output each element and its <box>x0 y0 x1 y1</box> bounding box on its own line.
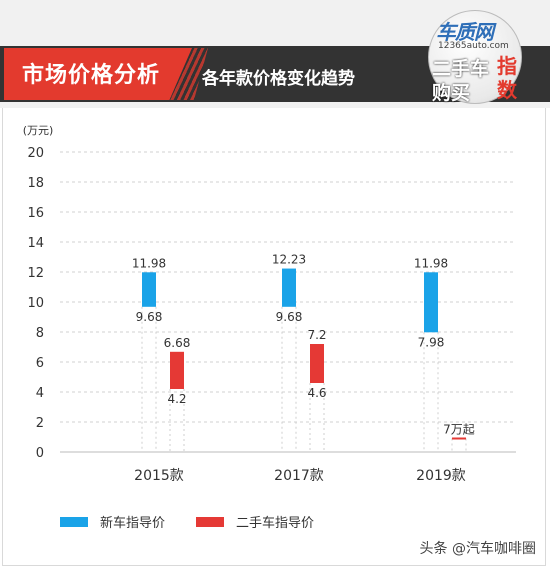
bar-low-label: 4.6 <box>307 386 326 400</box>
bar-high-label: 11.98 <box>414 256 448 270</box>
y-axis-unit: (万元) <box>23 124 54 137</box>
logo-circle <box>428 10 522 104</box>
bar-used-1 <box>310 344 324 383</box>
legend-swatch-new-car <box>60 516 88 527</box>
bar-low-label: 7.98 <box>418 335 445 349</box>
legend-label-used-car: 二手车指导价 <box>236 516 315 531</box>
x-category-label: 2019款 <box>416 468 466 484</box>
title-banner <box>4 48 192 100</box>
y-tick-label: 8 <box>36 326 44 341</box>
bar-used-0 <box>170 351 184 389</box>
y-tick-label: 0 <box>36 446 44 461</box>
legend: 新车指导价 二手车指导价 <box>0 512 550 536</box>
bar-low-label: 9.68 <box>276 310 303 324</box>
legend-swatch-used-car <box>196 516 224 527</box>
y-tick-label: 18 <box>27 176 44 191</box>
page-subtitle: 各年款价格变化趋势 <box>202 69 355 89</box>
legend-label-new-car: 新车指导价 <box>100 516 166 531</box>
bar-high-label: 7.2 <box>307 328 326 342</box>
bar-new-2 <box>424 272 438 333</box>
legend-item-new-car: 新车指导价 <box>60 512 165 531</box>
bar-new-1 <box>282 268 296 307</box>
bar-new-0 <box>142 272 156 307</box>
x-category-label: 2015款 <box>134 468 184 484</box>
brand-logo: 车质网 12365auto.com 二手车 购买 指数 <box>422 6 542 106</box>
bar-high-label: 11.98 <box>132 256 166 270</box>
bar-low-label: 4.2 <box>167 392 186 406</box>
logo-url: 12365auto.com <box>438 41 509 51</box>
x-category-label: 2017款 <box>274 468 324 484</box>
y-tick-label: 12 <box>27 266 44 281</box>
logo-accent: 指数 <box>497 54 517 102</box>
y-tick-label: 4 <box>36 386 44 401</box>
y-tick-label: 2 <box>36 416 44 431</box>
bar-used-2 <box>452 437 466 440</box>
logo-line2: 购买 <box>432 82 471 104</box>
bar-low-label: 9.68 <box>136 310 163 324</box>
y-tick-label: 20 <box>27 146 44 161</box>
y-tick-label: 14 <box>27 236 44 251</box>
y-tick-label: 6 <box>36 356 44 371</box>
bar-high-label: 6.68 <box>164 336 191 350</box>
y-tick-label: 10 <box>27 296 44 311</box>
legend-item-used-car: 二手车指导价 <box>196 512 314 531</box>
watermark: 头条 @汽车咖啡圈 <box>419 541 536 557</box>
logo-brand: 车质网 <box>436 20 494 44</box>
y-tick-label: 16 <box>27 206 44 221</box>
price-chart: (万元)0246810121416182011.989.686.684.2201… <box>23 124 516 484</box>
bar-high-label: 12.23 <box>272 253 306 267</box>
bar-high-label: 7万起 <box>443 423 475 437</box>
page-title: 市场价格分析 <box>22 63 161 88</box>
header: 市场价格分析 各年款价格变化趋势 车质网 12365auto.com 二手车 购… <box>0 0 550 108</box>
logo-line1: 二手车 <box>432 58 490 80</box>
